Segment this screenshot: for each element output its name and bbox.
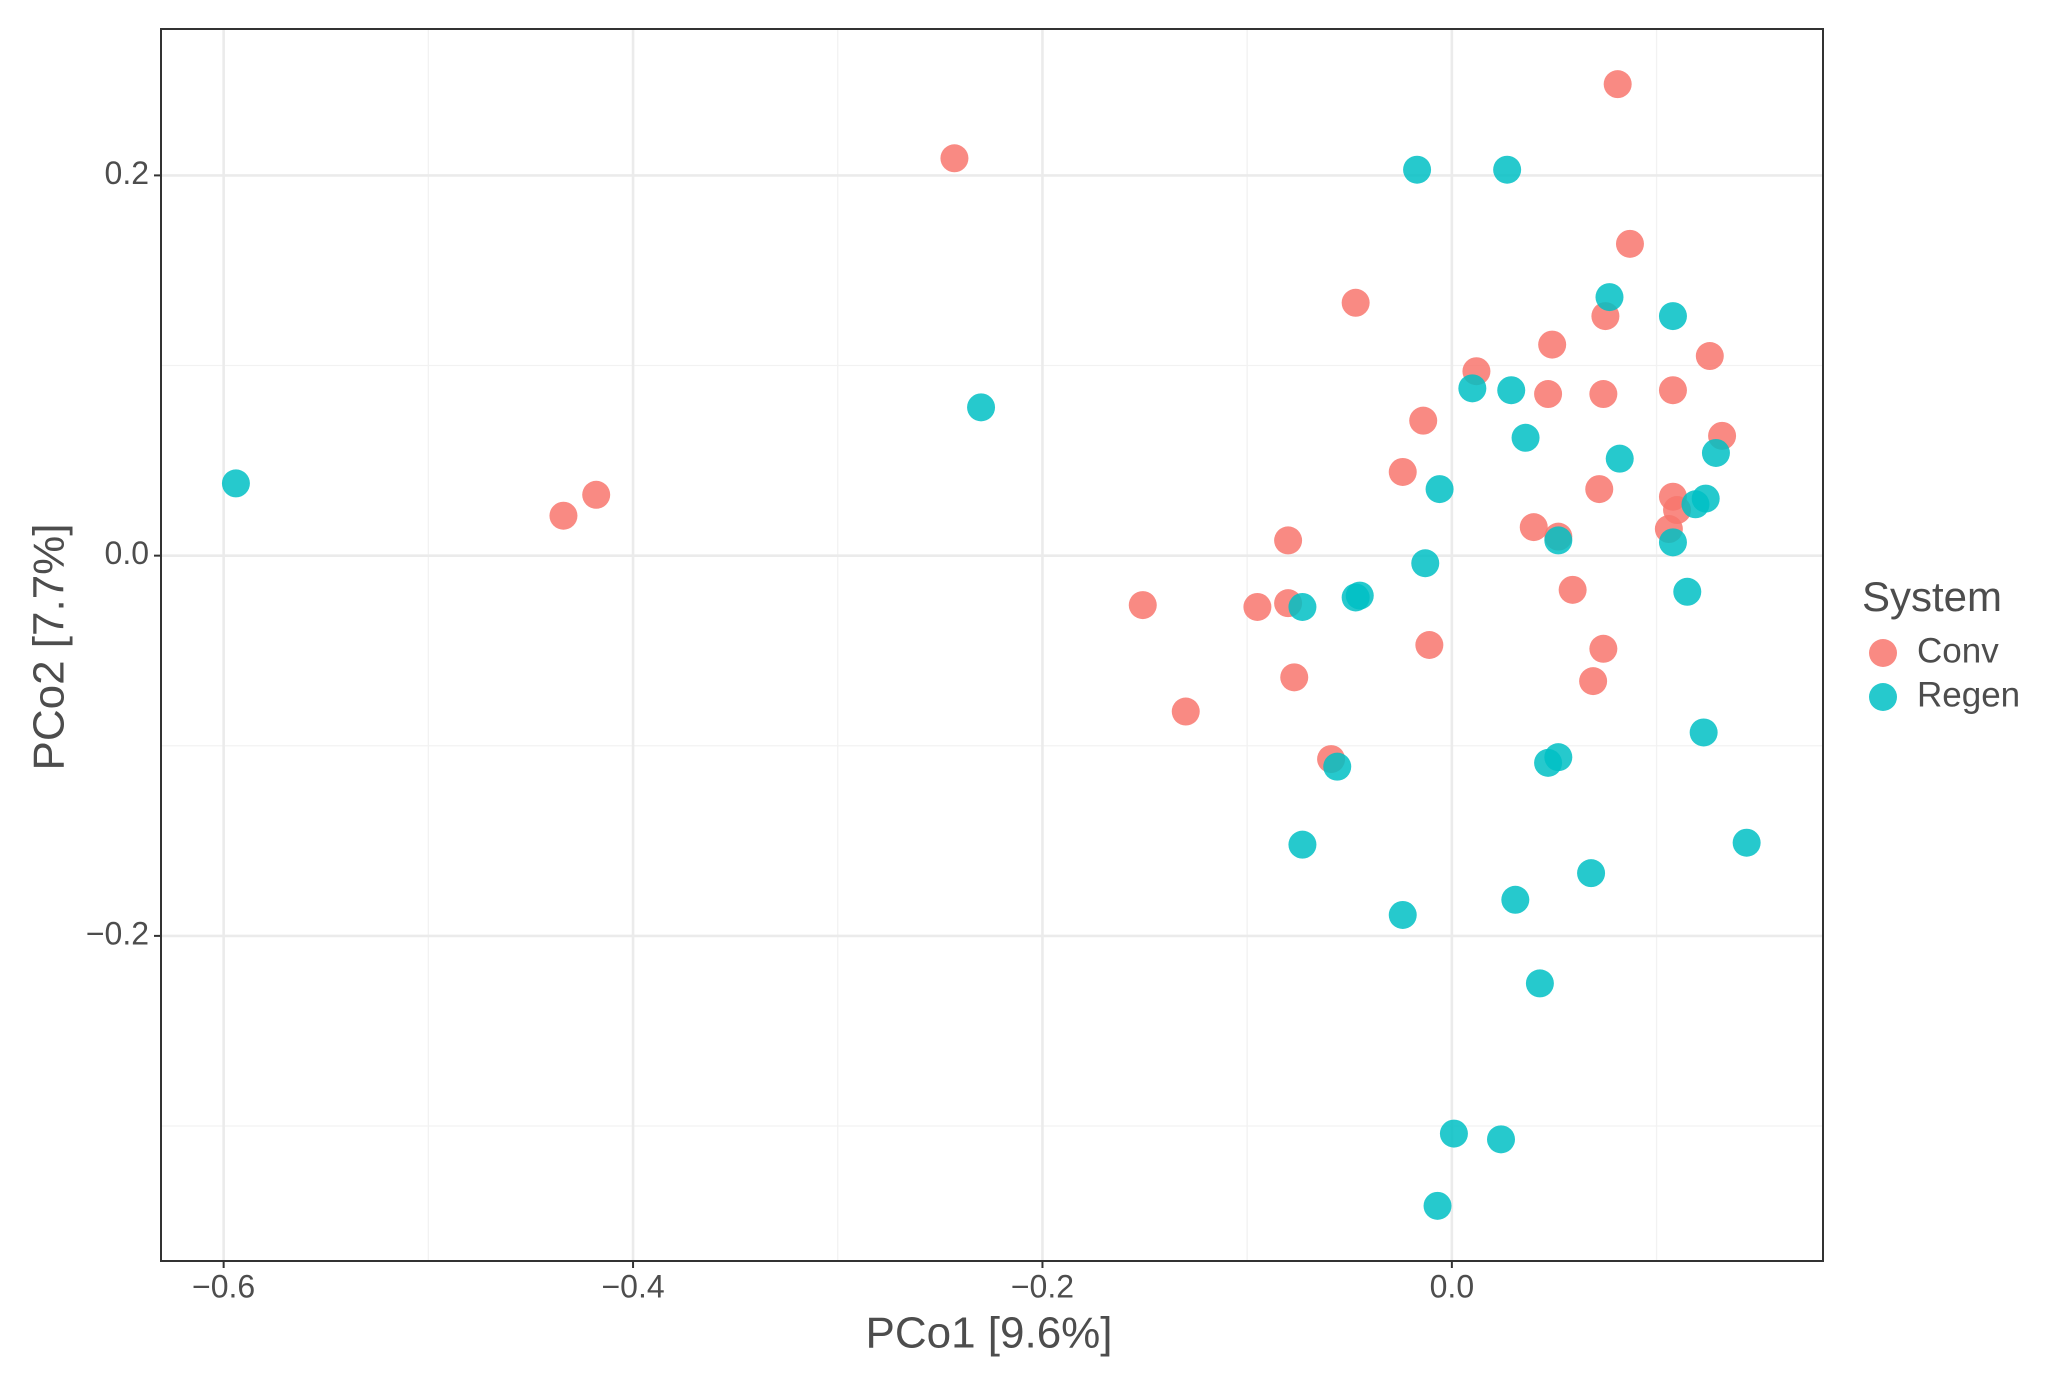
legend-title: System: [1862, 573, 2002, 620]
point: [1534, 380, 1563, 409]
point: [1415, 631, 1444, 659]
point: [1458, 374, 1487, 403]
point: [1341, 288, 1370, 317]
point: [940, 144, 969, 173]
point: [1341, 583, 1370, 612]
point: [1501, 885, 1530, 914]
point: [1519, 513, 1548, 542]
point: [1511, 423, 1540, 452]
point: [1493, 155, 1522, 184]
point: [1558, 575, 1587, 604]
point: [1658, 528, 1687, 557]
point: [221, 469, 250, 498]
point: [1577, 859, 1606, 888]
point: [1486, 1125, 1515, 1154]
point: [1388, 457, 1417, 486]
point: [1425, 475, 1454, 504]
point: [1615, 229, 1644, 258]
legend-label: Conv: [1917, 631, 1999, 670]
point: [1409, 406, 1438, 435]
point: [1589, 380, 1618, 409]
x-axis-title: PCo1 [9.6%]: [865, 1309, 1112, 1358]
x-tick-label: −0.4: [601, 1268, 664, 1304]
point: [1695, 342, 1724, 371]
x-tick-label: −0.6: [192, 1268, 255, 1304]
point: [1171, 697, 1200, 726]
point: [967, 393, 996, 422]
point: [1681, 490, 1710, 519]
legend-label: Regen: [1917, 675, 2020, 714]
point: [1579, 667, 1608, 696]
point: [1439, 1119, 1468, 1148]
y-tick-label: −0.2: [86, 915, 149, 951]
y-axis-title: PCo2 [7.7%]: [25, 523, 74, 770]
point: [1388, 900, 1417, 929]
point: [1403, 155, 1432, 184]
point: [1585, 475, 1614, 504]
point: [1288, 592, 1317, 621]
point: [1658, 376, 1687, 405]
point: [1280, 663, 1309, 692]
point: [1288, 830, 1317, 859]
point: [1538, 330, 1567, 359]
point: [1589, 634, 1618, 663]
panel-border: [160, 28, 1824, 1262]
point: [1605, 444, 1634, 473]
point: [1323, 752, 1352, 781]
point: [1534, 748, 1563, 777]
point: [1701, 438, 1730, 467]
point: [1243, 592, 1272, 621]
legend-swatch: [1869, 639, 1897, 667]
point: [1673, 577, 1702, 606]
point: [1274, 526, 1303, 555]
x-tick-label: −0.2: [1011, 1268, 1074, 1304]
point: [1658, 302, 1687, 331]
point: [1497, 376, 1526, 405]
point: [1689, 718, 1718, 747]
point: [1423, 1191, 1452, 1220]
x-tick-label: 0.0: [1430, 1268, 1474, 1304]
point: [549, 501, 578, 530]
point: [1128, 591, 1157, 620]
legend-swatch: [1869, 683, 1897, 711]
point: [1595, 283, 1624, 312]
point: [582, 480, 611, 509]
point: [1411, 549, 1440, 578]
point: [1544, 526, 1573, 555]
y-tick-label: 0.0: [105, 535, 149, 571]
point: [1525, 969, 1554, 998]
point: [1603, 70, 1632, 99]
point: [1732, 828, 1761, 857]
y-tick-label: 0.2: [105, 155, 149, 191]
